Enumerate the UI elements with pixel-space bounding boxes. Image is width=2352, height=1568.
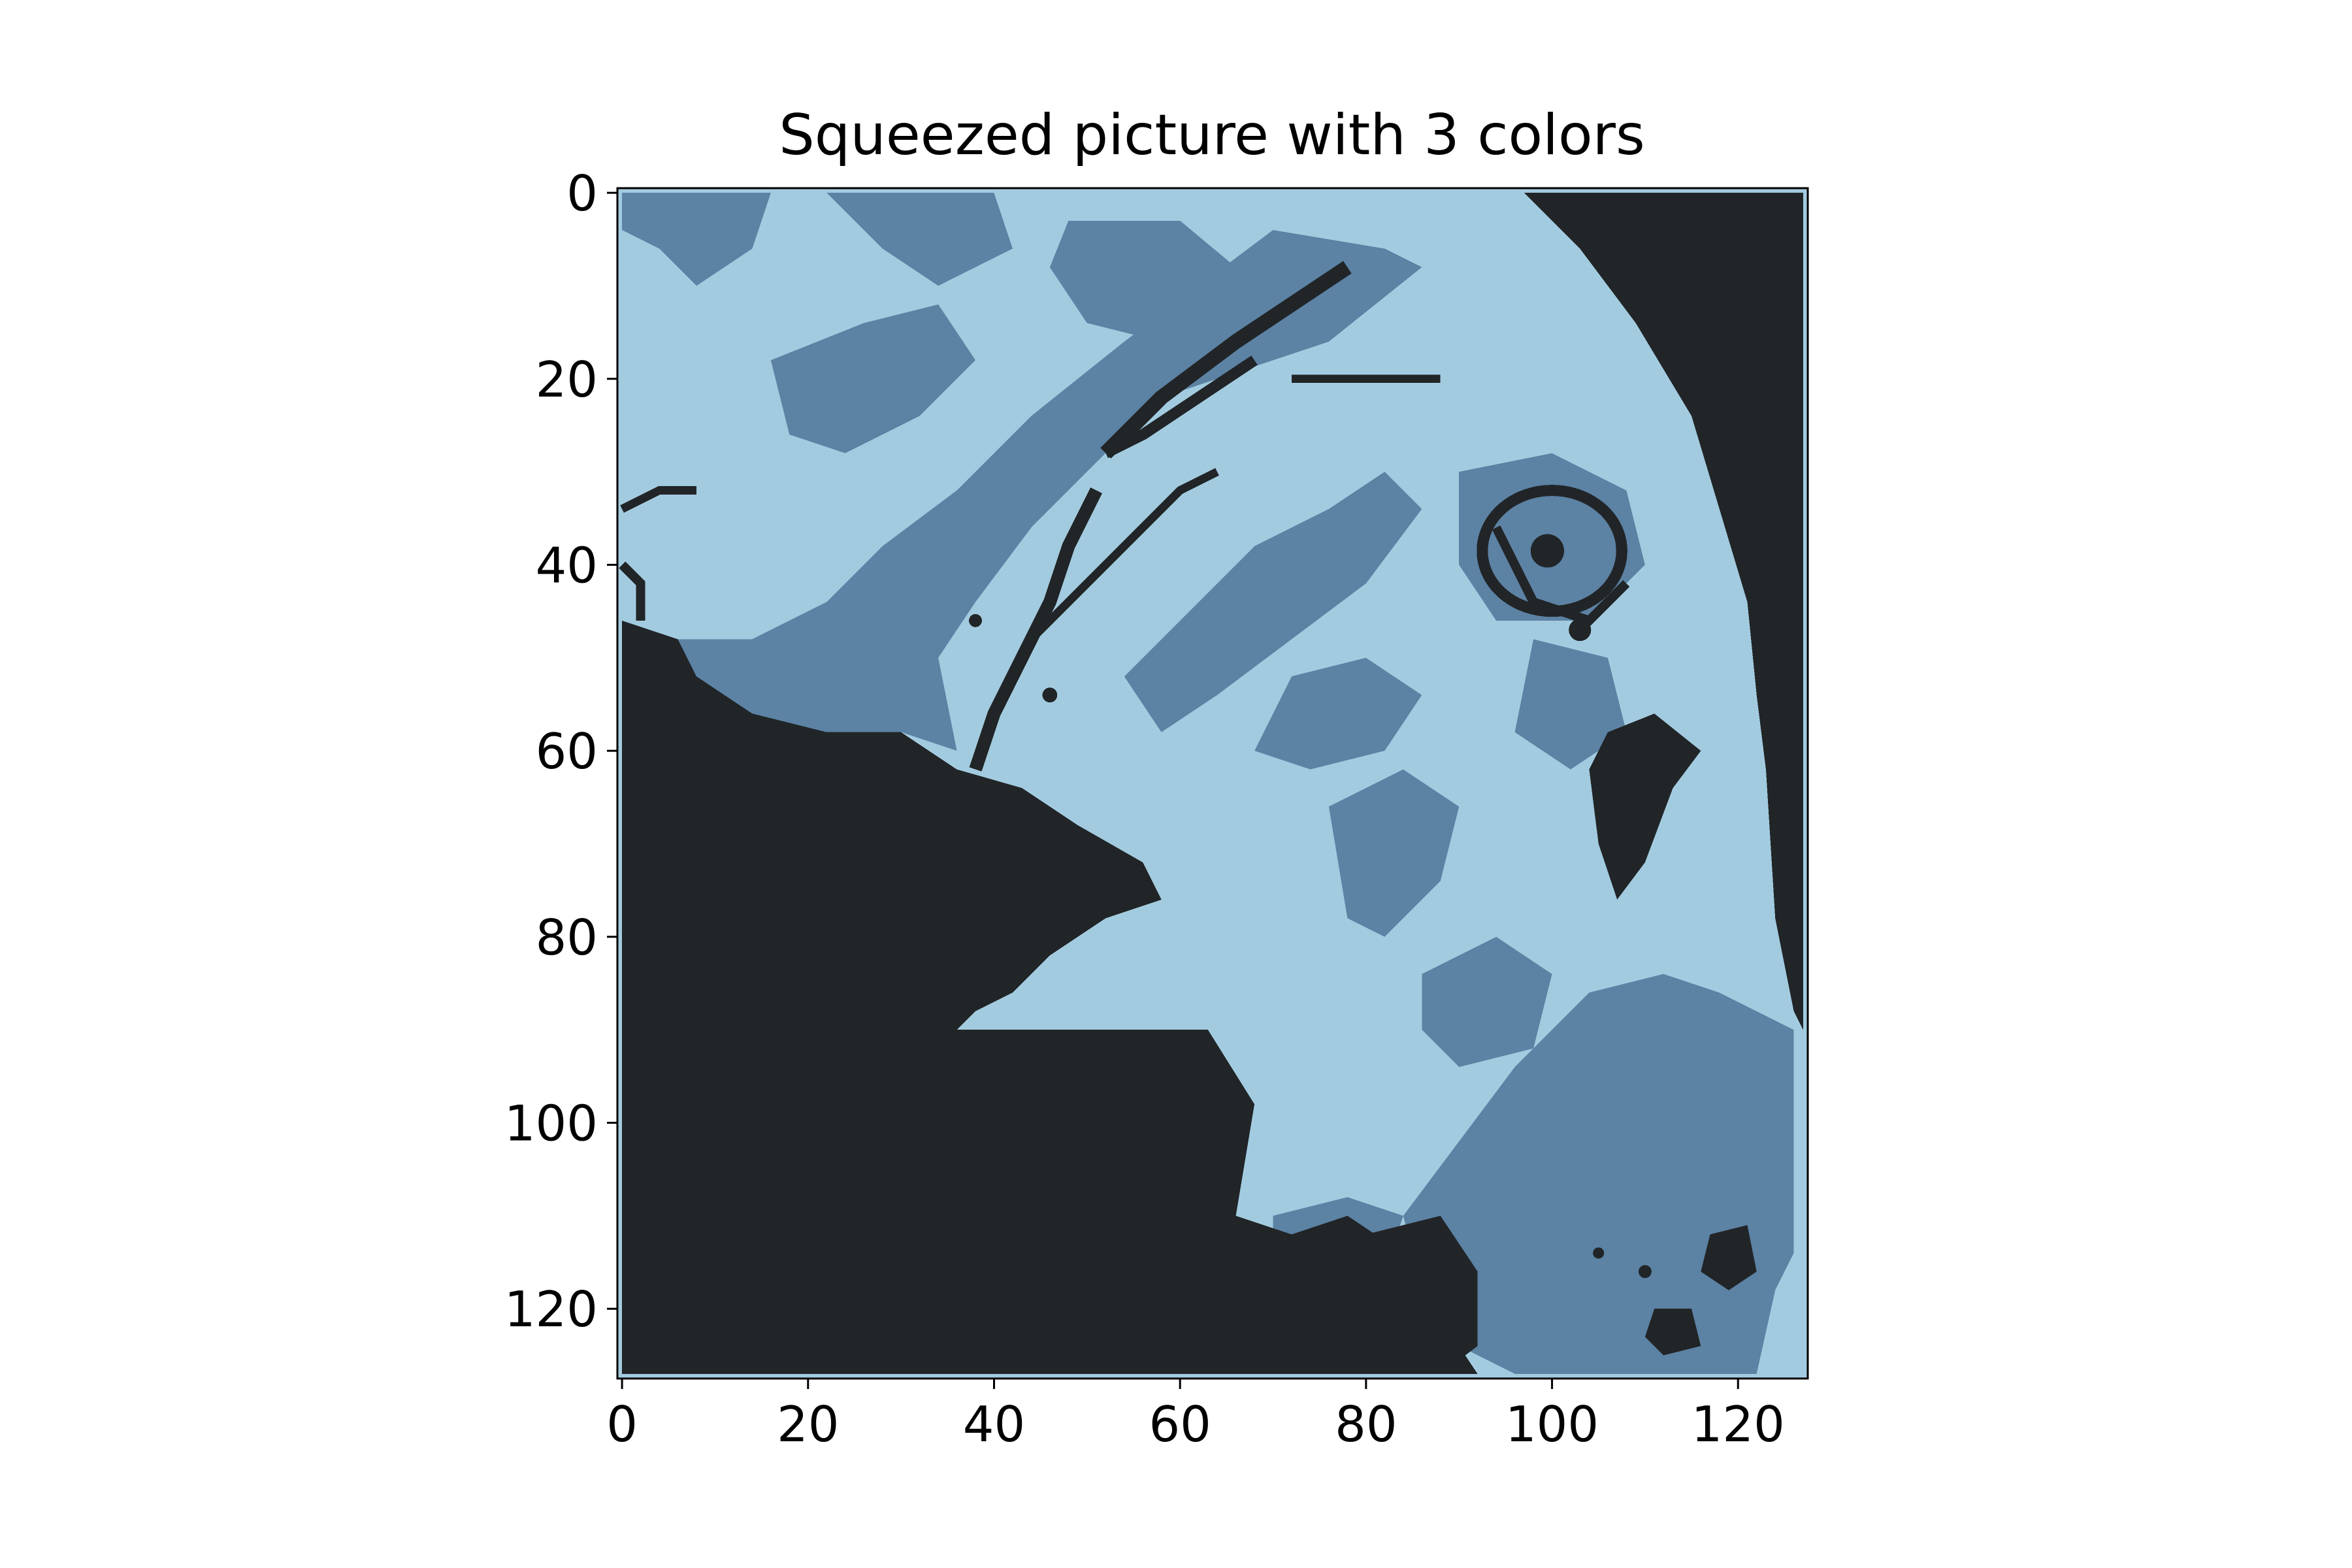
x-axis: 0 20 40 60 80 100 120 bbox=[606, 1379, 1785, 1453]
y-tick-label-0: 0 bbox=[566, 165, 598, 222]
image-region-mid-15 bbox=[1403, 973, 1794, 1374]
image-plot-area bbox=[617, 188, 1808, 1379]
image-region-mid-14 bbox=[1514, 639, 1627, 770]
image-stroke-0 bbox=[1100, 261, 1352, 459]
image-region-mid-12 bbox=[1422, 936, 1552, 1068]
image-stroke-1 bbox=[1103, 355, 1258, 459]
image-spot-1 bbox=[1569, 619, 1592, 642]
image-region-mid-10 bbox=[1254, 657, 1422, 770]
axes-frame bbox=[616, 187, 1809, 1380]
image-region-mid-4 bbox=[622, 193, 771, 286]
image-region-dark-19 bbox=[1589, 713, 1701, 900]
image-spot-2 bbox=[1042, 687, 1058, 703]
image-region-dark-22 bbox=[1365, 1215, 1478, 1374]
x-tick-label-0: 0 bbox=[606, 1396, 638, 1453]
y-tick-label-20: 20 bbox=[536, 351, 598, 408]
x-tick-label-80: 80 bbox=[1335, 1396, 1397, 1453]
x-tick-label-120: 120 bbox=[1691, 1396, 1785, 1453]
y-tick-label-60: 60 bbox=[536, 723, 598, 780]
x-tick-label-40: 40 bbox=[963, 1396, 1025, 1453]
y-tick-label-80: 80 bbox=[536, 909, 598, 966]
image-spot-0 bbox=[1530, 534, 1565, 568]
image-region-mid-5 bbox=[826, 193, 1013, 286]
image-region-dark-20 bbox=[1701, 1225, 1757, 1290]
image-region-mid-9 bbox=[1124, 472, 1422, 732]
image-region-light-1 bbox=[622, 416, 902, 640]
y-tick-label-120: 120 bbox=[504, 1281, 598, 1338]
image-region-dark-21 bbox=[1644, 1309, 1701, 1356]
image-stroke-3 bbox=[1028, 468, 1219, 642]
image-region-dark-18 bbox=[1524, 193, 1803, 1030]
image-spot-4 bbox=[1638, 1265, 1652, 1279]
chart-title: Squeezed picture with 3 colors bbox=[779, 103, 1645, 168]
image-region-dark-17 bbox=[622, 620, 1478, 1374]
image-spot-3 bbox=[969, 613, 982, 627]
y-axis: 0 20 40 60 80 100 120 bbox=[504, 165, 617, 1338]
image-region-mid-11 bbox=[1328, 769, 1460, 937]
y-tick-label-100: 100 bbox=[504, 1095, 598, 1152]
image-stroke-6 bbox=[619, 561, 645, 621]
quantized-image bbox=[617, 188, 1808, 1379]
x-tick-label-100: 100 bbox=[1505, 1396, 1599, 1453]
x-tick-label-60: 60 bbox=[1149, 1396, 1211, 1453]
image-eye-ring-0 bbox=[1477, 485, 1627, 617]
image-stroke-5 bbox=[620, 486, 696, 513]
image-region-mid-8 bbox=[770, 304, 976, 453]
y-tick-label-40: 40 bbox=[536, 536, 598, 594]
image-region-mid-7 bbox=[678, 230, 1422, 751]
image-spot-5 bbox=[1593, 1247, 1605, 1259]
x-tick-label-20: 20 bbox=[777, 1396, 839, 1453]
